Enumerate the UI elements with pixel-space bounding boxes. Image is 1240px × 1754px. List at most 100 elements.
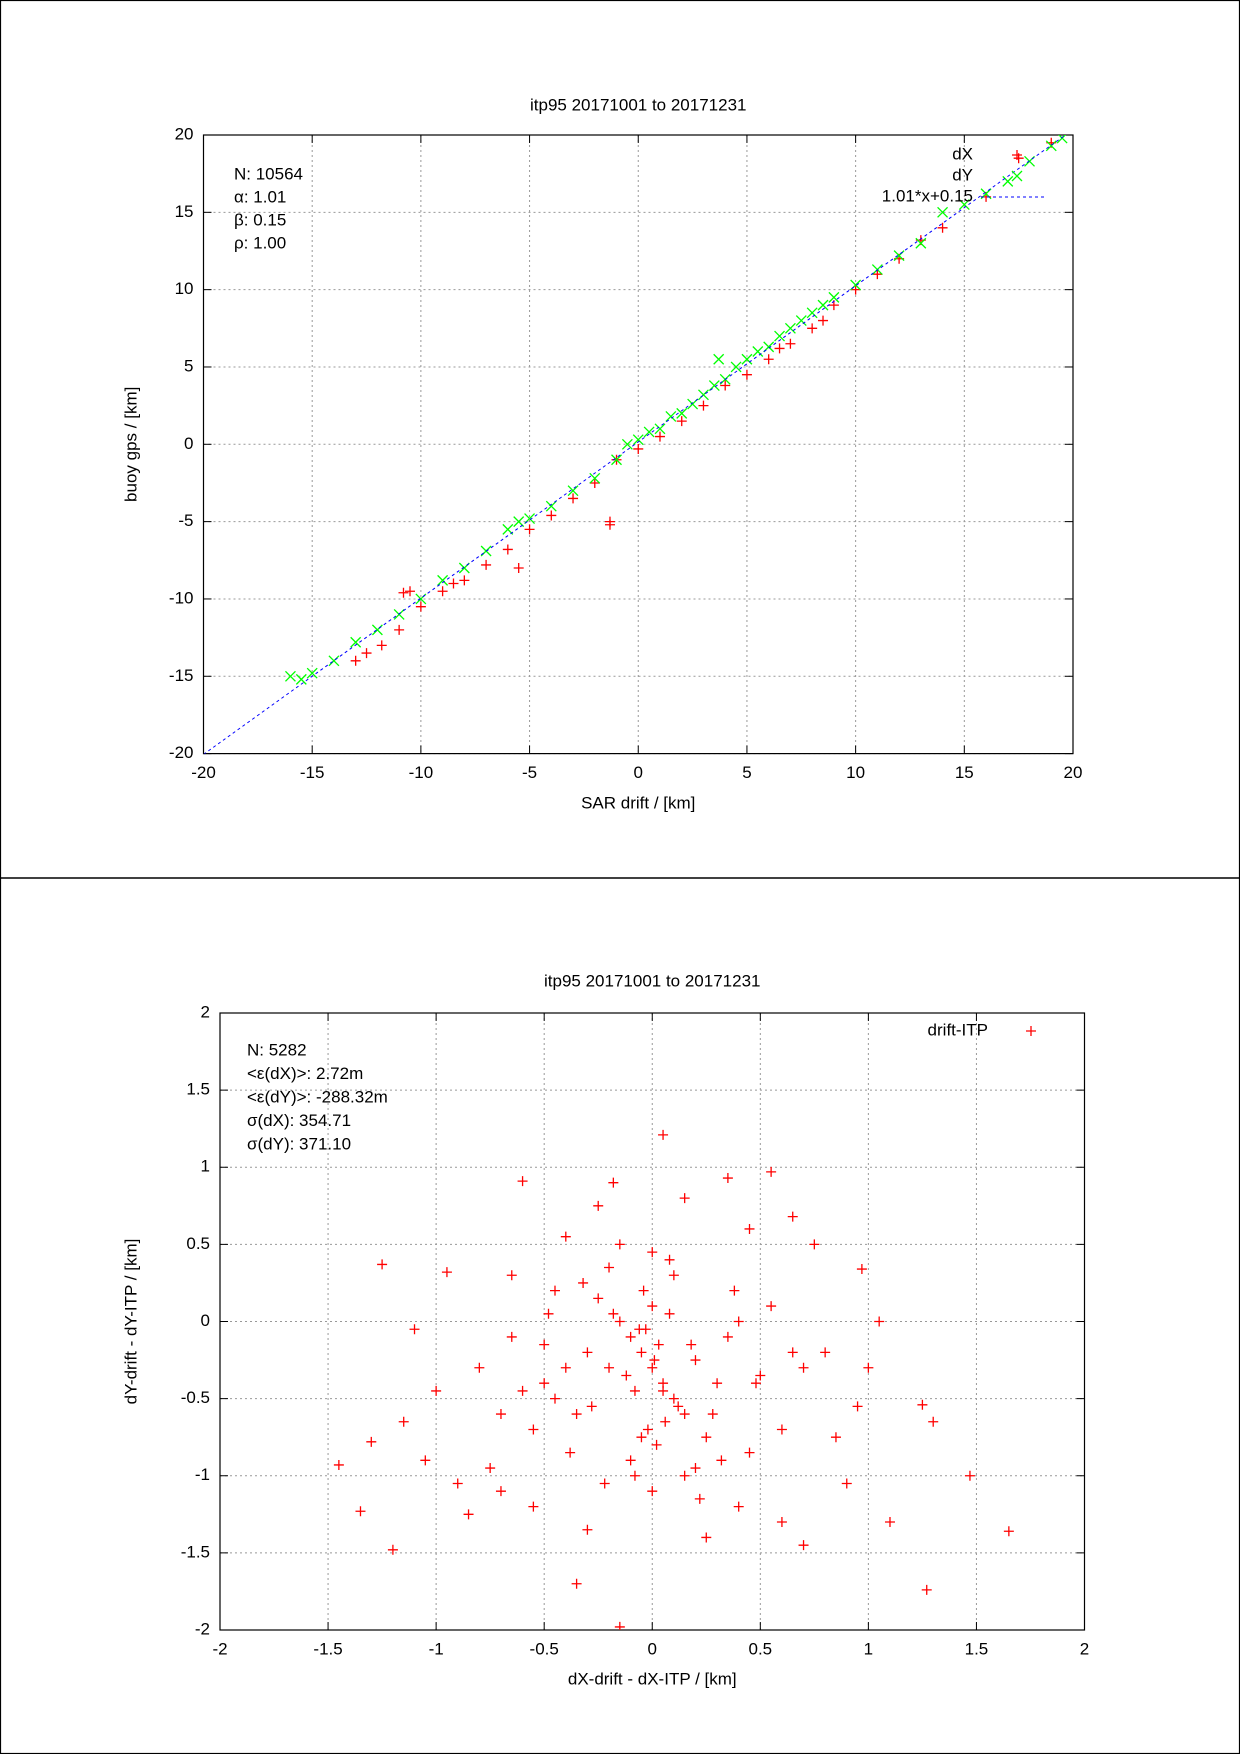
point xyxy=(621,438,633,450)
point xyxy=(409,1324,420,1335)
point xyxy=(774,343,785,354)
point xyxy=(625,1331,636,1342)
chart-title: itp95 20171001 to 20171231 xyxy=(544,971,760,990)
point xyxy=(722,1173,733,1184)
point xyxy=(707,1409,718,1420)
x-tick-label: 20 xyxy=(1064,763,1083,782)
point xyxy=(744,1447,755,1458)
point xyxy=(664,1308,675,1319)
point xyxy=(817,299,829,311)
chart-title: itp95 20171001 to 20171231 xyxy=(530,95,746,114)
point xyxy=(586,1401,597,1412)
point xyxy=(686,1339,697,1350)
plot-marks xyxy=(333,1129,1014,1630)
point xyxy=(539,1378,550,1389)
point xyxy=(452,1478,463,1489)
x-axis-label: dX-drift - dX-ITP / [km] xyxy=(568,1669,737,1688)
y-tick-label: 20 xyxy=(175,124,194,143)
point xyxy=(665,411,677,422)
point xyxy=(611,454,622,466)
y-tick-label: -1.5 xyxy=(181,1542,210,1561)
x-tick-label: -20 xyxy=(191,763,216,782)
x-tick-label: -1 xyxy=(429,1639,444,1658)
point xyxy=(549,1393,560,1404)
point xyxy=(676,416,687,427)
x-tick-label: 10 xyxy=(846,763,865,782)
point xyxy=(350,655,361,666)
y-tick-label: 15 xyxy=(175,202,194,221)
point xyxy=(361,648,372,659)
point xyxy=(921,1584,932,1595)
point xyxy=(649,1355,660,1366)
point xyxy=(654,423,666,435)
y-tick-label: 2 xyxy=(201,1002,210,1021)
point xyxy=(713,353,725,365)
legend-swatch xyxy=(1012,150,1022,160)
point xyxy=(355,1506,366,1517)
point xyxy=(543,1308,554,1319)
annotation: <ε(dX)>: 2.72m xyxy=(247,1064,363,1083)
point xyxy=(599,1478,610,1489)
y-tick-label: 0.5 xyxy=(186,1234,210,1253)
point xyxy=(766,1166,777,1177)
point xyxy=(513,563,524,574)
point xyxy=(642,1424,653,1435)
point xyxy=(701,1532,712,1543)
point xyxy=(333,1459,344,1470)
point xyxy=(604,1262,615,1273)
x-tick-label: -2 xyxy=(212,1639,227,1658)
point xyxy=(958,199,970,211)
x-axis-label: SAR drift / [km] xyxy=(581,793,695,812)
point xyxy=(549,1285,560,1296)
point xyxy=(506,1331,517,1342)
point xyxy=(856,1264,867,1275)
point xyxy=(863,1362,874,1373)
point xyxy=(629,1385,640,1396)
x-tick-label: 1 xyxy=(864,1639,873,1658)
annotation: σ(dY): 371.10 xyxy=(247,1134,351,1153)
point xyxy=(720,380,731,391)
point xyxy=(608,1177,619,1188)
point xyxy=(589,472,601,484)
point xyxy=(517,1176,528,1187)
point xyxy=(604,1362,615,1373)
point xyxy=(774,330,786,342)
annotation: α: 1.01 xyxy=(234,187,286,206)
point xyxy=(787,1211,798,1222)
point xyxy=(565,1447,576,1458)
point xyxy=(632,434,644,446)
y-tick-label: -15 xyxy=(169,666,194,685)
y-tick-label: -10 xyxy=(169,588,194,607)
point xyxy=(818,315,829,326)
point xyxy=(690,1463,701,1474)
point xyxy=(448,578,459,589)
point xyxy=(647,1301,658,1312)
point xyxy=(937,206,949,218)
point xyxy=(647,1247,658,1258)
point xyxy=(785,338,796,349)
point xyxy=(722,1331,733,1342)
annotation: σ(dX): 354.71 xyxy=(247,1111,351,1130)
y-tick-label: -0.5 xyxy=(181,1388,210,1407)
point xyxy=(964,1470,975,1481)
x-tick-label: 5 xyxy=(742,763,751,782)
point xyxy=(589,477,600,488)
point xyxy=(582,1524,593,1535)
point xyxy=(776,1517,787,1528)
y-tick-label: 5 xyxy=(184,356,193,375)
point xyxy=(366,1436,377,1447)
point xyxy=(744,1223,755,1234)
point xyxy=(506,1270,517,1281)
x-tick-label: -1.5 xyxy=(313,1639,342,1658)
point xyxy=(660,1416,671,1427)
point xyxy=(763,354,774,365)
point xyxy=(806,307,818,319)
point xyxy=(393,608,405,620)
point xyxy=(481,559,492,570)
point xyxy=(668,1393,679,1404)
point xyxy=(560,1231,571,1242)
x-tick-label: 1.5 xyxy=(965,1639,989,1658)
plot-marks xyxy=(203,135,1068,754)
